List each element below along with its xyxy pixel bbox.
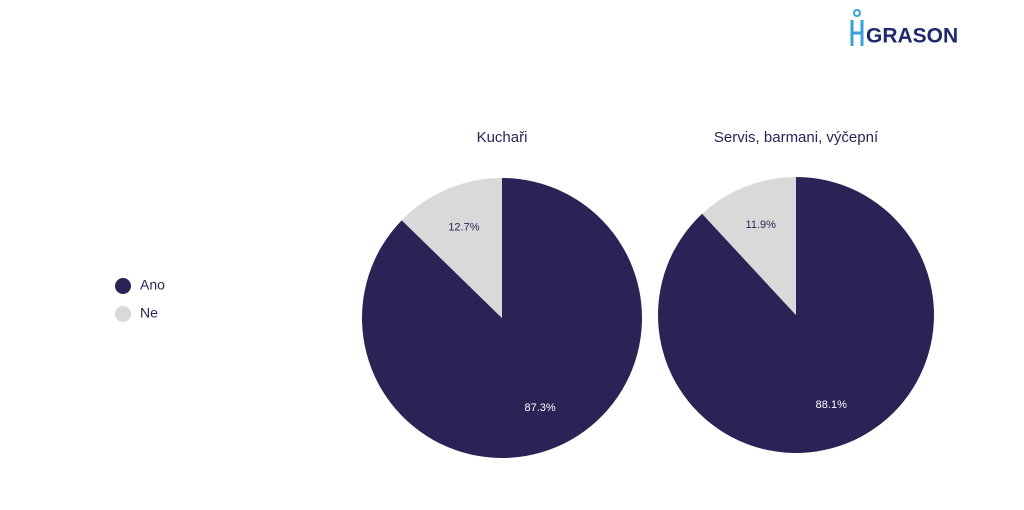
- pie-slice: [362, 178, 642, 458]
- slice-label: 12.7%: [448, 222, 479, 234]
- logo: GRASON: [850, 9, 958, 48]
- slice-label: 87.3%: [524, 402, 555, 414]
- legend-label: Ano: [140, 277, 165, 293]
- slice-label: 11.9%: [746, 219, 777, 231]
- pie-slice: [401, 178, 502, 318]
- legend-label: Ne: [140, 305, 158, 321]
- slice-label: 88.1%: [816, 399, 847, 411]
- logo-icon: [853, 9, 861, 17]
- logo-icon: [850, 20, 864, 46]
- chart-title: Servis, barmani, výčepní: [714, 129, 879, 146]
- chart-title: Kuchaři: [477, 129, 528, 146]
- legend-marker: [115, 278, 131, 294]
- logo-text: GRASON: [866, 25, 958, 48]
- pie-slice: [702, 177, 796, 315]
- legend-marker: [115, 306, 131, 322]
